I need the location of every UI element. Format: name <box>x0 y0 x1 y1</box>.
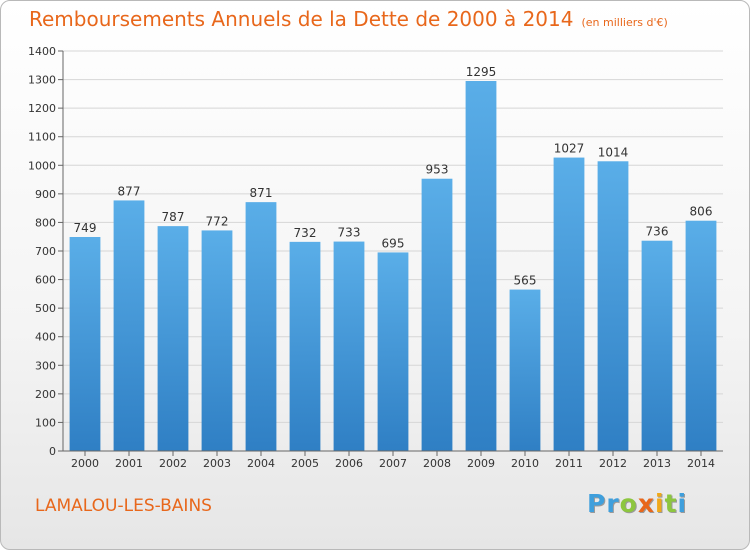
x-tick-label: 2014 <box>687 457 715 470</box>
bar <box>69 237 101 451</box>
logo-letter: i <box>655 489 665 518</box>
bar-value-label: 877 <box>118 184 141 198</box>
x-tick-label: 2012 <box>599 457 627 470</box>
x-tick-label: 2003 <box>203 457 231 470</box>
y-tick-label: 1400 <box>28 45 56 58</box>
bar-value-label: 565 <box>514 274 537 288</box>
bar-value-label: 736 <box>646 225 669 239</box>
bars: 749 877 787 772 871 732 733 695 953 1295 565 1027 10… <box>69 65 717 452</box>
y-tick-label: 300 <box>35 359 56 372</box>
bar <box>289 241 321 451</box>
x-tick-label: 2006 <box>335 457 363 470</box>
logo-letter: r <box>606 489 620 518</box>
y-tick-label: 700 <box>35 245 56 258</box>
chart-unit: (en milliers d'€) <box>581 16 668 29</box>
bar-value-label: 1014 <box>598 145 629 159</box>
y-tick-label: 100 <box>35 416 56 429</box>
y-tick-label: 1100 <box>28 131 56 144</box>
bar <box>245 202 277 451</box>
y-tick-label: 500 <box>35 302 56 315</box>
logo-letter: i <box>677 489 688 518</box>
logo-letter: t <box>664 489 678 518</box>
bar-value-label: 871 <box>250 186 273 200</box>
x-tick-label: 2000 <box>71 457 99 470</box>
x-tick-label: 2007 <box>379 457 407 470</box>
bar <box>421 178 453 451</box>
bar-value-label: 733 <box>338 226 361 240</box>
y-tick-label: 800 <box>35 216 56 229</box>
chart-title: Remboursements Annuels de la Dette de 20… <box>29 7 668 31</box>
bar-value-label: 732 <box>294 226 317 240</box>
logo-letter: x <box>637 489 655 518</box>
y-tick-label: 0 <box>49 445 56 458</box>
x-tick-label: 2009 <box>467 457 495 470</box>
bar-value-label: 772 <box>206 214 229 228</box>
bar-value-label: 1295 <box>466 65 497 79</box>
bar <box>597 161 629 452</box>
x-tick-label: 2010 <box>511 457 539 470</box>
y-tick-label: 400 <box>35 331 56 344</box>
bar <box>553 157 585 452</box>
x-tick-label: 2013 <box>643 457 671 470</box>
y-tick-label: 1300 <box>28 74 56 87</box>
x-tick-label: 2005 <box>291 457 319 470</box>
bar <box>509 289 541 451</box>
bar-value-label: 749 <box>74 221 97 235</box>
bar <box>113 200 145 451</box>
bar-value-label: 787 <box>162 210 185 224</box>
y-tick-label: 600 <box>35 274 56 287</box>
y-tick-label: 200 <box>35 388 56 401</box>
y-tick-label: 900 <box>35 188 56 201</box>
y-tick-label: 1000 <box>28 159 56 172</box>
x-tick-label: 2002 <box>159 457 187 470</box>
x-tick-label: 2008 <box>423 457 451 470</box>
bar <box>641 240 673 451</box>
bar <box>157 226 189 451</box>
bar <box>333 241 365 451</box>
bar <box>377 252 409 451</box>
logo-letter: o <box>619 489 638 518</box>
bar-value-label: 1027 <box>554 142 585 156</box>
x-tick-label: 2004 <box>247 457 275 470</box>
bar-value-label: 953 <box>426 163 449 177</box>
x-tick-label: 2001 <box>115 457 143 470</box>
chart-title-text: Remboursements Annuels de la Dette de 20… <box>29 7 574 31</box>
bar <box>201 230 233 451</box>
bar <box>685 220 717 451</box>
commune-name: LAMALOU-LES-BAINS <box>35 496 212 516</box>
bar-value-label: 695 <box>382 236 405 250</box>
axes: 0 100 200 300 400 500 600 700 800 900 1000 1100 1200… <box>28 45 723 470</box>
bar-chart: 749 877 787 772 871 732 733 695 953 1295 565 1027 10… <box>28 45 723 470</box>
x-tick-label: 2011 <box>555 457 583 470</box>
bar-value-label: 806 <box>690 205 713 219</box>
logo-letter: P <box>587 489 607 518</box>
proxiti-logo: Proxiti <box>587 489 687 518</box>
y-tick-label: 1200 <box>28 102 56 115</box>
bar <box>465 81 497 451</box>
